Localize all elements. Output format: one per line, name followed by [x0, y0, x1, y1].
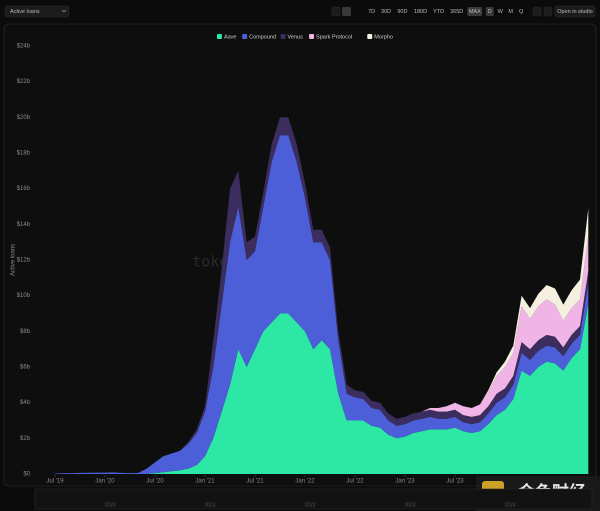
range-button[interactable]: 30D	[381, 9, 391, 15]
x-tick-label: Jul '21	[246, 479, 264, 485]
x-tick-label: Jan '23	[395, 479, 415, 485]
x-tick-label: Jul '19	[46, 479, 64, 485]
chart-type-button[interactable]	[331, 6, 341, 17]
granularity-active[interactable]	[485, 7, 494, 16]
legend-swatch	[309, 34, 315, 39]
y-tick-label: $8b	[20, 329, 31, 335]
range-button[interactable]: 90D	[397, 9, 407, 15]
range-button[interactable]: YTD	[433, 9, 444, 15]
legend-label: Venus	[288, 34, 304, 40]
navigator-label: 2020	[104, 502, 115, 508]
x-tick-label: Jan '21	[195, 479, 215, 485]
legend-swatch	[367, 34, 373, 39]
range-button[interactable]: 180D	[414, 9, 427, 15]
x-tick-label: Jan '22	[295, 479, 315, 485]
y-tick-label: $16b	[17, 186, 31, 192]
range-button[interactable]: 365D	[450, 9, 463, 15]
navigator-label: 2023	[404, 502, 415, 508]
legend-label: Spark Protocol	[316, 34, 352, 40]
y-tick-label: $22b	[17, 79, 31, 85]
y-tick-label: $10b	[17, 293, 31, 299]
granularity-button[interactable]: Q	[519, 9, 524, 15]
area-1	[55, 135, 589, 474]
plot	[55, 117, 589, 474]
legend-label: Compound	[249, 34, 276, 40]
legend-swatch	[216, 34, 222, 39]
range-button[interactable]: 7D	[368, 9, 375, 15]
area-0	[55, 304, 589, 474]
legend-label: Aave	[224, 34, 237, 40]
granularity-button[interactable]: M	[508, 9, 513, 15]
navigator[interactable]	[34, 488, 593, 510]
metric-dropdown[interactable]	[4, 5, 70, 18]
y-tick-label: $12b	[17, 258, 31, 264]
legend-label: Morpho	[374, 34, 393, 40]
y-tick-label: $2b	[20, 436, 31, 442]
y-tick-label: $0	[23, 472, 30, 478]
metric-label: Active loans	[10, 9, 40, 15]
y-tick-label: $14b	[17, 222, 31, 228]
range-button-active[interactable]	[467, 7, 483, 16]
legend-swatch	[280, 34, 286, 39]
x-tick-label: Jan '20	[95, 479, 115, 485]
chart-type-button[interactable]	[342, 7, 351, 16]
range-button[interactable]: MAX	[469, 9, 481, 15]
x-tick-label: Jul '23	[446, 479, 464, 485]
granularity-button[interactable]: D	[488, 9, 492, 15]
download-button[interactable]	[532, 6, 542, 17]
navigator-label: 2021	[204, 502, 215, 508]
dropdown-caret	[61, 9, 67, 13]
x-tick-label: Jul '20	[146, 479, 164, 485]
legend-swatch	[242, 34, 248, 39]
y-tick-label: $24b	[17, 44, 31, 50]
y-tick-label: $18b	[17, 151, 31, 157]
open-studio-label: Open in studio	[557, 9, 592, 15]
more-button[interactable]	[543, 6, 553, 17]
y-tick-label: $20b	[17, 115, 31, 121]
open-studio-button[interactable]	[554, 5, 596, 18]
granularity-button[interactable]: W	[498, 9, 504, 15]
y-axis-label: Active loans	[11, 244, 17, 276]
x-tick-label: Jul '22	[346, 479, 364, 485]
y-tick-label: $6b	[20, 365, 31, 371]
y-tick-label: $4b	[20, 400, 31, 406]
navigator-label: 2024	[504, 502, 515, 508]
navigator-label: 2022	[304, 502, 315, 508]
